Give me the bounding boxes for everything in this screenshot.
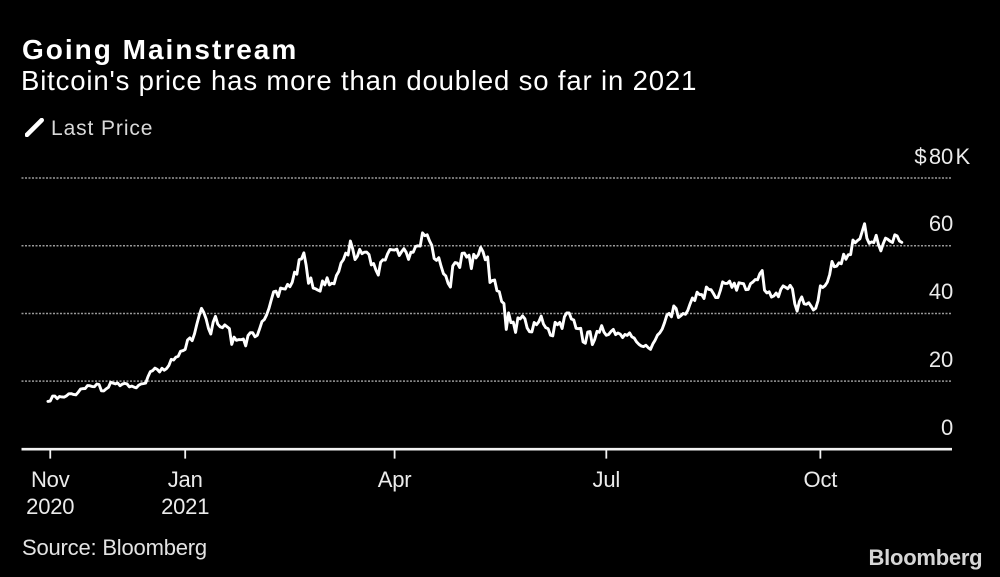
y-tick-value: 0	[940, 414, 953, 440]
source-note: Source: Bloomberg	[22, 534, 207, 560]
y-tick-value: 60	[928, 211, 953, 237]
x-tick-label: Apr	[378, 467, 412, 494]
y-tick-label: 40	[929, 281, 953, 303]
x-tick-label: Jan 2021	[161, 467, 209, 520]
x-tick-label: Oct	[804, 467, 838, 494]
y-tick-label: 60	[929, 213, 953, 235]
y-axis-unit-suffix: K	[955, 143, 971, 169]
line-sample-icon	[25, 118, 44, 137]
x-tick-line: Oct	[803, 467, 838, 493]
y-tick-label: $80 K	[914, 143, 970, 169]
page-title: Going Mainstream	[22, 33, 299, 65]
brand-logo: Bloomberg	[868, 544, 983, 570]
page-subtitle: Bitcoin's price has more than doubled so…	[21, 64, 698, 96]
x-tick-label: Nov 2020	[26, 467, 74, 520]
x-tick-line: Nov	[30, 467, 70, 493]
y-tick-label: 0	[940, 414, 953, 440]
x-tick-label: Jul	[593, 467, 621, 494]
y-tick-value: 80	[928, 143, 953, 169]
legend-label: Last Price	[51, 116, 154, 140]
x-tick-line: Jul	[592, 467, 621, 493]
y-tick-value: 40	[928, 279, 953, 305]
x-tick-line: 2020	[26, 493, 75, 519]
x-tick-line: Apr	[377, 467, 412, 493]
y-tick-label: 20	[928, 346, 953, 372]
price-line	[46, 222, 904, 403]
y-tick-value: 20	[928, 346, 953, 372]
x-tick-line: Jan	[167, 467, 203, 493]
x-tick-line: 2021	[161, 493, 210, 519]
legend-line-stroke	[25, 118, 44, 137]
y-axis-currency-prefix: $	[914, 143, 927, 169]
